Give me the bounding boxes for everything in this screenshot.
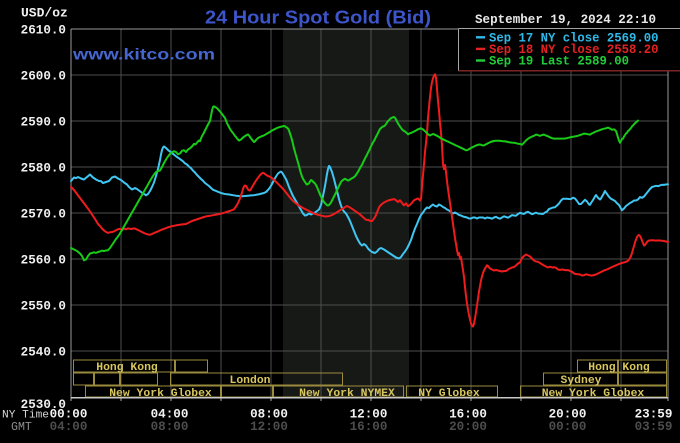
svg-text:04:00: 04:00 — [50, 420, 88, 434]
svg-text:2590.0: 2590.0 — [21, 115, 66, 129]
svg-text:Sep 17 NY close 2569.00: Sep 17 NY close 2569.00 — [489, 31, 659, 45]
svg-text:2530.0: 2530.0 — [21, 398, 66, 412]
svg-text:Sep 19 Last 2589.00: Sep 19 Last 2589.00 — [489, 55, 629, 69]
svg-text:00:00: 00:00 — [50, 408, 88, 422]
svg-text:23:59: 23:59 — [635, 408, 673, 422]
svg-text:2550.0: 2550.0 — [21, 299, 66, 313]
svg-text:Sep 18 NY close 2558.20: Sep 18 NY close 2558.20 — [489, 43, 659, 57]
svg-text:20:00: 20:00 — [449, 420, 487, 434]
svg-text:2570.0: 2570.0 — [21, 207, 66, 221]
svg-text:2540.0: 2540.0 — [21, 345, 66, 359]
svg-text:12:00: 12:00 — [250, 420, 288, 434]
svg-text:Hong Kong: Hong Kong — [588, 362, 650, 374]
svg-text:16:00: 16:00 — [449, 408, 487, 422]
svg-text:16:00: 16:00 — [350, 420, 388, 434]
svg-text:Hong Kong: Hong Kong — [96, 362, 158, 374]
svg-text:08:00: 08:00 — [250, 408, 288, 422]
svg-text:London: London — [229, 375, 270, 387]
svg-text:USD/oz: USD/oz — [21, 6, 68, 21]
svg-text:NY Time: NY Time — [2, 410, 49, 422]
svg-text:2580.0: 2580.0 — [21, 161, 66, 175]
svg-text:September 19, 2024 22:10: September 19, 2024 22:10 — [475, 13, 656, 27]
svg-text:2610.0: 2610.0 — [21, 23, 66, 37]
svg-text:GMT: GMT — [11, 421, 32, 434]
svg-text:20:00: 20:00 — [549, 408, 587, 422]
svg-text:www.kitco.com: www.kitco.com — [72, 47, 215, 64]
svg-text:08:00: 08:00 — [151, 420, 189, 434]
svg-text:2600.0: 2600.0 — [21, 69, 66, 83]
svg-text:24 Hour Spot Gold (Bid): 24 Hour Spot Gold (Bid) — [205, 8, 431, 28]
svg-text:03:59: 03:59 — [635, 420, 673, 434]
svg-text:Sydney: Sydney — [560, 375, 601, 387]
svg-text:00:00: 00:00 — [549, 420, 587, 434]
svg-text:2560.0: 2560.0 — [21, 253, 66, 267]
svg-text:04:00: 04:00 — [151, 408, 189, 422]
svg-text:12:00: 12:00 — [350, 408, 388, 422]
